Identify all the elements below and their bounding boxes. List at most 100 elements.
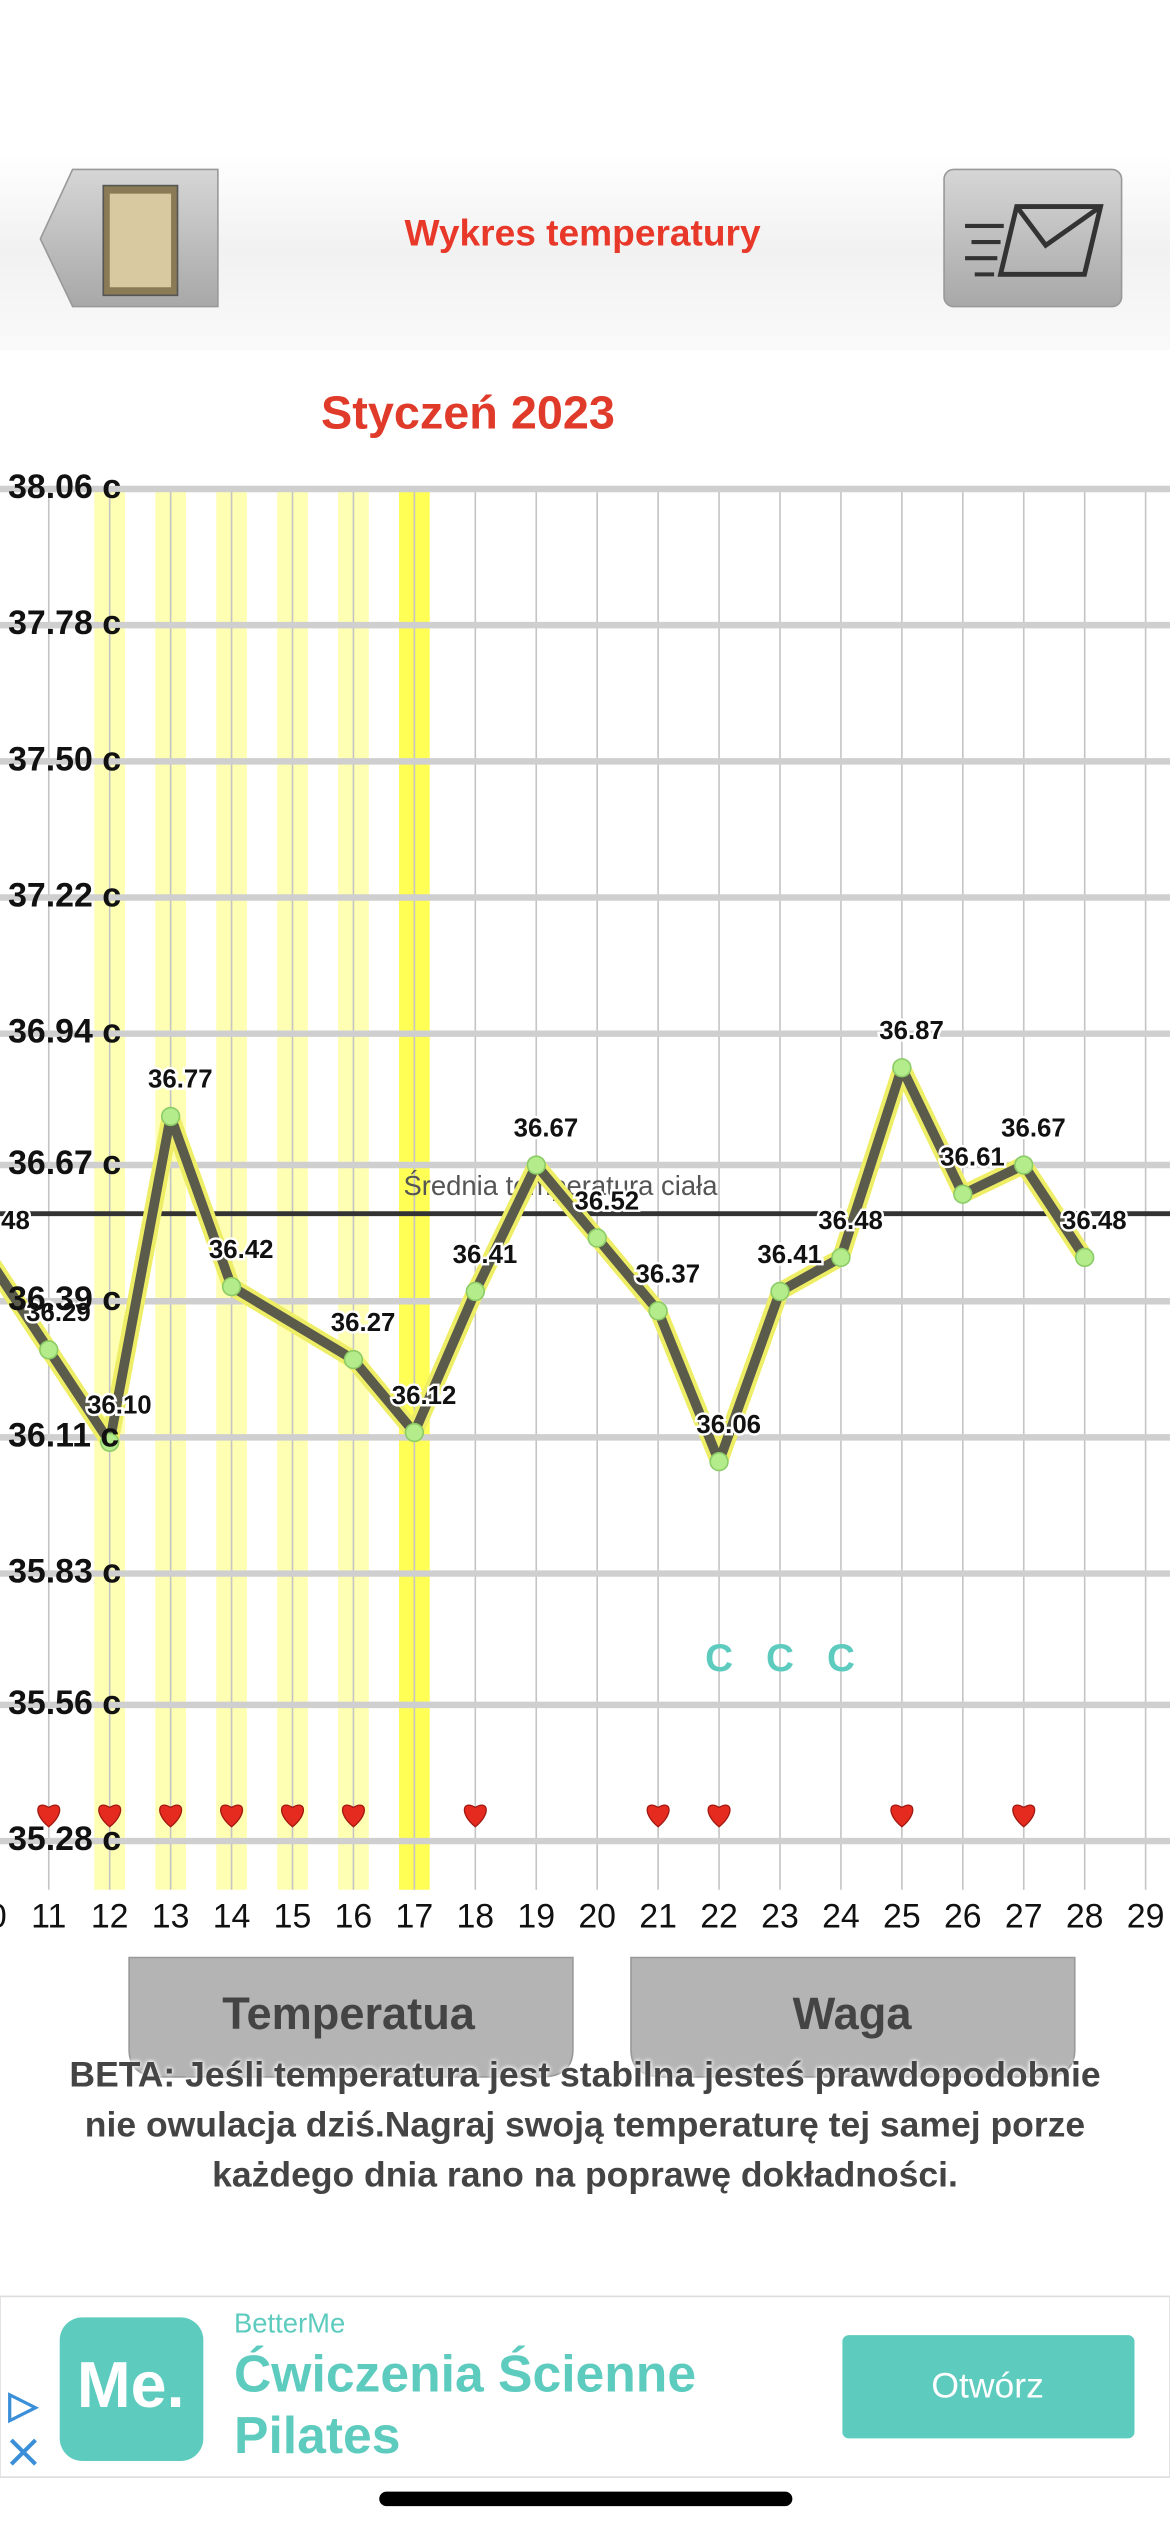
data-label: 36.06 [696, 1411, 761, 1439]
data-label: 36.48 [0, 1207, 30, 1235]
home-indicator [379, 2491, 793, 2507]
heart-marker [1012, 1804, 1036, 1828]
ad-title-box: Ćwiczenia Ścienne Pilates [234, 2344, 697, 2465]
point [1014, 1155, 1034, 1175]
x-tick-label: 28 [1066, 1898, 1104, 1936]
ad-brand: BetterMe [234, 2308, 345, 2339]
x-tick-label: 13 [152, 1898, 190, 1936]
data-label: 36.52 [575, 1187, 640, 1215]
point [831, 1247, 851, 1268]
x-axis: 10 11 12 13 14 15 16 17 18 19 20 21 22 23 24 25 26 27 28 29 [0, 1898, 1164, 1936]
y-tick-label: 35.83 c [8, 1553, 121, 1591]
point [892, 1058, 912, 1078]
ad-button[interactable] [842, 2335, 1135, 2439]
data-label: 36.48 [1062, 1207, 1127, 1235]
y-tick-label: 36.94 c [8, 1013, 121, 1051]
data-label: 36.61 [940, 1144, 1005, 1172]
y-tick-label: 38.06 c [8, 468, 121, 506]
c-marker: C [766, 1637, 794, 1680]
data-label: 36.27 [331, 1309, 396, 1337]
point [587, 1228, 607, 1248]
heart-marker [646, 1804, 670, 1828]
point [709, 1452, 729, 1472]
point [100, 1432, 120, 1452]
x-tick-label: 14 [213, 1898, 251, 1936]
x-tick-label: 15 [274, 1898, 312, 1936]
data-label: 36.87 [879, 1017, 944, 1045]
ad-title: Ćwiczenia Ścienne Pilates [234, 2344, 697, 2465]
x-tick-label: 21 [639, 1898, 677, 1936]
point [770, 1281, 790, 1302]
tab-label: Temperatua [222, 1988, 476, 2039]
x-tick-label: 19 [517, 1898, 555, 1936]
tab-label: Waga [793, 1988, 913, 2039]
note: BETA: Jeśli temperatura jest stabilna je… [69, 2054, 1101, 2195]
note-box: BETA: Jeśli temperatura jest stabilna je… [69, 2054, 1101, 2195]
data-label: 36.41 [757, 1241, 822, 1269]
point [526, 1155, 546, 1175]
heart-marker [707, 1804, 731, 1828]
point [160, 1106, 181, 1127]
x-tick-label: 11 [31, 1898, 66, 1936]
page-title: Wykres temperatury [405, 211, 762, 253]
point [343, 1349, 364, 1370]
ad-button-label[interactable]: Otwórz [931, 2366, 1043, 2406]
ad-banner[interactable]: Me. BetterMe Ćwiczenia Ścienne Pilates O… [0, 2295, 1170, 2478]
line [0, 1062, 1089, 1467]
y-tick-label: 37.78 c [8, 604, 121, 642]
c-marker: C [827, 1637, 855, 1680]
x-tick-label: 10 [0, 1898, 7, 1936]
heart-marker [37, 1804, 61, 1828]
y-tick-label: 36.11 c [8, 1416, 119, 1454]
ad-close-icon[interactable] [9, 2438, 37, 2466]
x-tick-label: 16 [335, 1898, 373, 1936]
heart-marker [159, 1804, 183, 1828]
x-tick-label: 18 [456, 1898, 494, 1936]
y-tick-label: 37.22 c [8, 876, 121, 914]
heart-marker [98, 1804, 122, 1828]
x-tick-label: 25 [883, 1898, 921, 1936]
point [648, 1301, 668, 1321]
y-tick-label: 36.39 c [8, 1280, 121, 1318]
heart-marker [341, 1804, 365, 1828]
mail-button[interactable] [943, 168, 1123, 308]
data-label: 36.48 [818, 1207, 883, 1235]
x-tick-label: 23 [761, 1898, 799, 1936]
ad-choices-icon[interactable] [8, 2392, 40, 2424]
ad-logo [59, 2317, 204, 2461]
data-label: 36.67 [1001, 1114, 1066, 1142]
chart-title: Styczeń 2023 [321, 387, 615, 439]
heart-marker [890, 1804, 914, 1828]
y-tick-label: 35.56 c [8, 1684, 121, 1722]
point [221, 1276, 242, 1297]
data-label: 36.29 [26, 1299, 91, 1327]
heart-marker [220, 1804, 244, 1828]
data-label: 36.41 [453, 1241, 518, 1269]
data-label: 36.77 [148, 1066, 213, 1094]
back-button[interactable] [39, 168, 219, 308]
point [953, 1184, 973, 1204]
x-tick-label: 12 [91, 1898, 129, 1936]
point [39, 1340, 59, 1360]
x-tick-label: 24 [822, 1898, 860, 1936]
y-tick-label: 36.67 c [8, 1144, 121, 1182]
heart-marker [463, 1804, 487, 1828]
data-label: 36.12 [392, 1382, 457, 1410]
x-tick-label: 26 [944, 1898, 982, 1936]
weight-tab[interactable]: Waga [630, 1956, 1076, 2078]
ad-logo-text: Me. [77, 2349, 185, 2421]
data-label: 36.37 [636, 1260, 701, 1288]
point [1074, 1247, 1095, 1268]
heart-marker [280, 1804, 305, 1828]
point [465, 1281, 485, 1302]
plot-area: Średnia temperatura ciałaCCC36.4836.2936… [0, 485, 1170, 1890]
c-marker: C [705, 1637, 733, 1680]
data-label: 36.10 [87, 1392, 152, 1420]
x-tick-label: 20 [578, 1898, 616, 1936]
temperature-tab[interactable]: Temperatua [128, 1956, 574, 2078]
x-tick-label: 29 [1127, 1898, 1165, 1936]
point [404, 1422, 425, 1443]
y-tick-label: 35.28 c [8, 1820, 121, 1858]
x-tick-label: 17 [396, 1898, 434, 1936]
data-label: 36.67 [514, 1114, 579, 1142]
